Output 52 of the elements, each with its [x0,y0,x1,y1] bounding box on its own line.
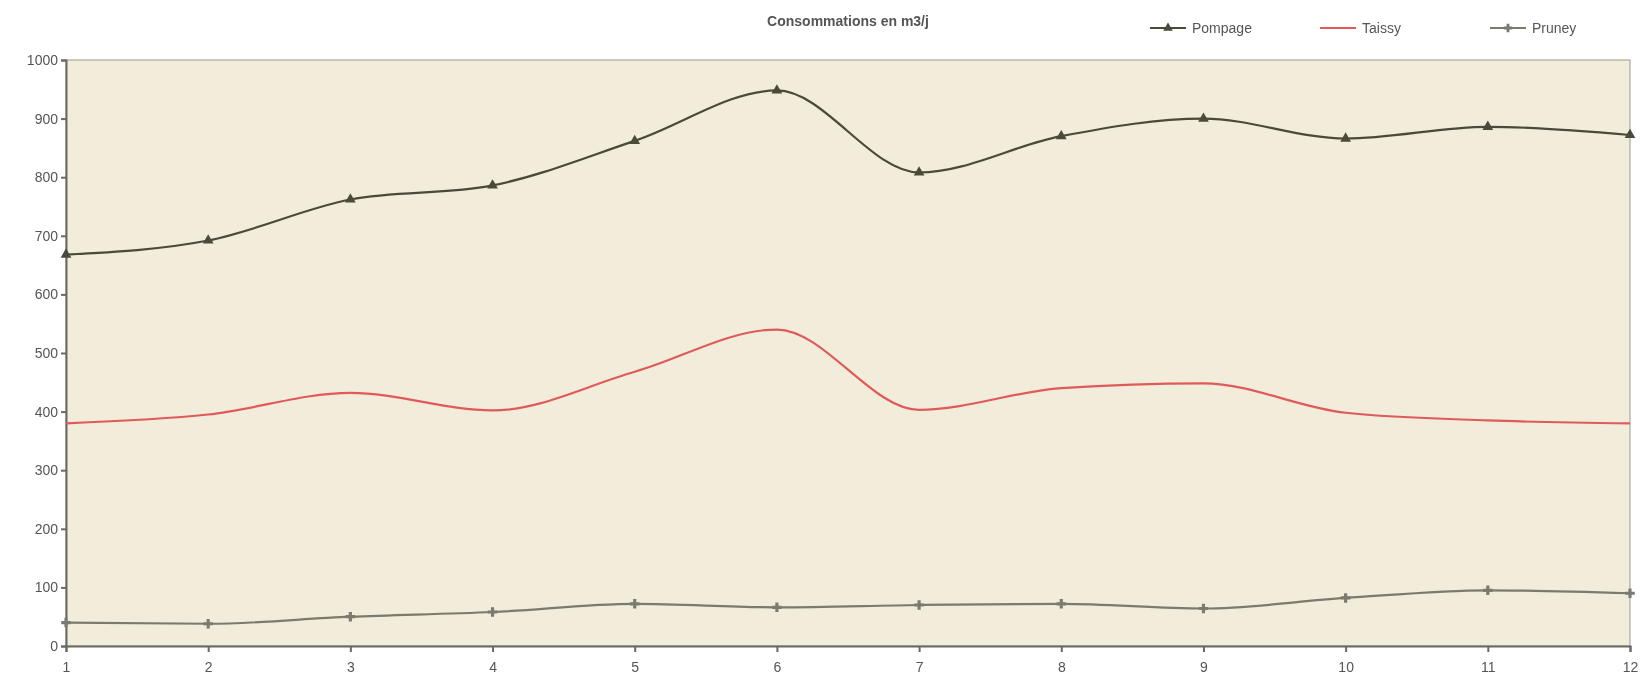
point [487,607,498,617]
x-tick-label: 8 [1057,658,1066,675]
point [487,179,498,189]
point [1483,585,1493,596]
point [914,600,924,610]
point [202,234,214,244]
y-tick-label: 900 [34,110,59,127]
legend-label: Taissy [1362,20,1401,36]
point [629,599,640,609]
chart-title: Consommations en m3/j [767,13,929,29]
point [61,617,71,628]
point [1198,112,1209,122]
y-tick-label: 500 [34,344,59,361]
x-tick-label: 3 [346,658,355,675]
x-tick-label: 7 [915,658,924,675]
y-tick-label: 1000 [26,51,59,68]
y-tick-label: 800 [34,169,59,186]
point [345,611,356,622]
x-tick-label: 12 [1622,658,1639,675]
point [1625,588,1635,598]
y-tick-label: 200 [34,520,59,537]
y-tick-label: 700 [34,227,59,244]
point [629,134,641,144]
line-series [64,328,1632,425]
point [913,166,925,176]
point [1056,599,1067,609]
point [60,248,72,258]
point [1340,132,1352,142]
y-tick-label: 400 [34,403,59,420]
point [1198,603,1209,614]
x-tick-label: 2 [204,658,213,675]
point [344,193,356,203]
x-tick-label: 1 [62,658,71,675]
point [203,618,213,629]
y-tick-label: 300 [34,462,59,479]
x-tick-label: 6 [773,658,782,675]
legend-label: Pompage [1192,20,1253,36]
y-tick-label: 0 [50,637,59,654]
x-tick-label: 9 [1200,658,1209,675]
legend-label: Pruney [1532,20,1577,36]
x-tick-label: 11 [1481,658,1496,675]
point [771,84,783,94]
y-tick-label: 100 [34,579,59,596]
x-tick-label: 5 [631,658,640,675]
y-tick-label: 600 [34,286,59,303]
point [1482,120,1494,130]
x-tick-label: 10 [1338,658,1355,675]
x-tick-label: 4 [489,658,498,675]
point [772,602,782,613]
point [1055,129,1067,140]
point [1340,593,1351,603]
point [1624,128,1636,139]
